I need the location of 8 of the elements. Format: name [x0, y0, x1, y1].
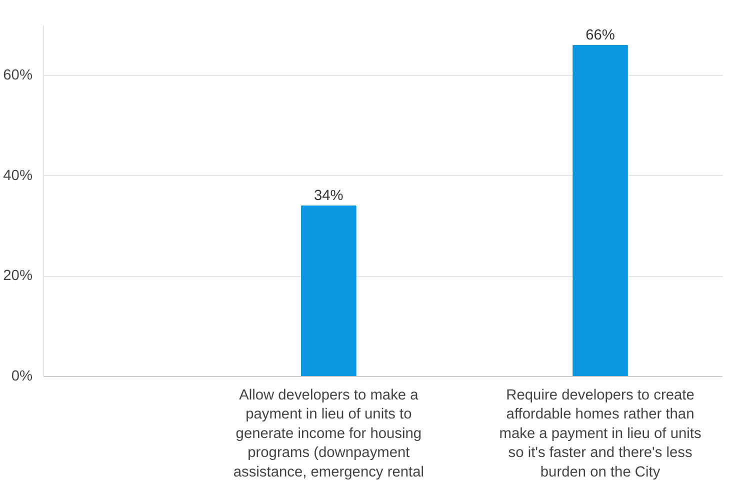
x-tick-label: Require developers to create affordable homes rather than make a payment in lieu of units so it's faster and there's less burden on the City: [499, 388, 702, 480]
y-tick-label: 20%: [3, 268, 33, 284]
x-tick-label: Allow developers to make a payment in lieu of units to generate income for housing programs (downpayment assistance, emergency rental: [233, 388, 424, 480]
data-label: 34%: [314, 188, 344, 204]
y-tick-label: 40%: [3, 168, 33, 184]
y-tick-label: 0%: [11, 368, 33, 384]
y-tick-label: 60%: [3, 68, 33, 84]
data-label: 66%: [586, 28, 615, 44]
